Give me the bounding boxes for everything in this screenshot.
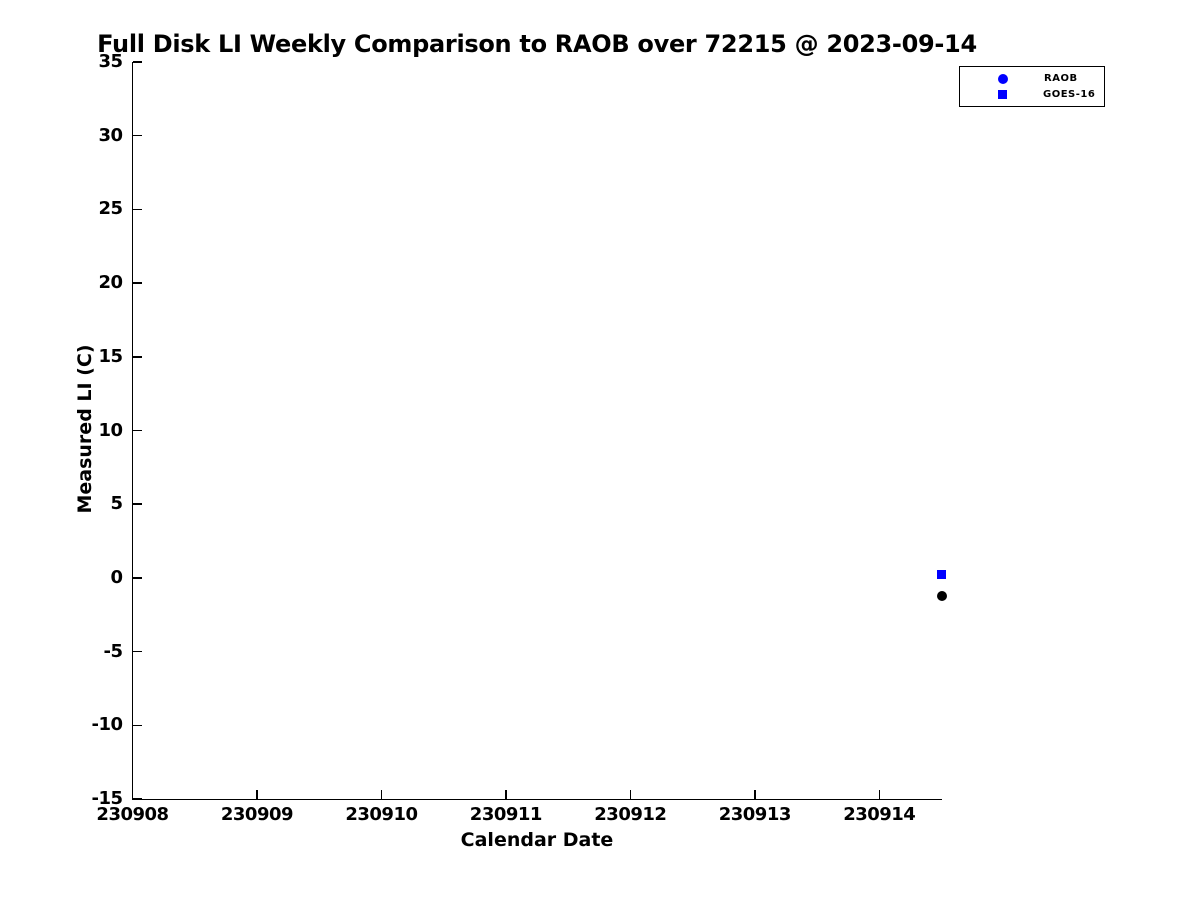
y-tick-mark (132, 61, 142, 63)
goes16-square-marker-icon (998, 90, 1007, 99)
y-tick-mark (132, 134, 142, 137)
y-tick-mark (132, 650, 142, 653)
legend-entry-goes16: GOES-16 (960, 87, 1104, 103)
x-tick-label: 230911 (469, 804, 543, 825)
legend-label-raob: RAOB (1044, 73, 1078, 84)
legend-entry-raob: RAOB (960, 71, 1104, 87)
x-tick-label: 230908 (96, 804, 169, 825)
x-tick-mark (505, 790, 507, 799)
y-tick-label: 5 (110, 493, 123, 515)
x-tick-mark (131, 790, 134, 799)
data-point-goes-16 (937, 569, 946, 579)
x-tick-mark (754, 790, 756, 799)
y-tick-label: -10 (91, 714, 123, 736)
y-tick-label: 15 (98, 345, 123, 367)
y-tick-mark (132, 208, 142, 211)
raob-circle-marker-icon (998, 73, 1008, 84)
y-tick-label: 0 (110, 566, 123, 588)
y-tick-mark (132, 282, 142, 284)
y-tick-mark (132, 724, 142, 727)
y-tick-label: -5 (103, 640, 124, 662)
y-tick-label: 25 (98, 198, 123, 220)
x-tick-label: 230912 (594, 804, 667, 825)
x-axis-label: Calendar Date (460, 829, 614, 851)
y-tick-mark (132, 577, 142, 579)
y-tick-label: 10 (98, 419, 123, 441)
x-tick-mark (380, 790, 383, 799)
y-tick-mark (132, 429, 142, 432)
x-tick-mark (629, 790, 632, 799)
x-tick-mark (256, 790, 258, 799)
y-tick-mark (132, 798, 142, 800)
legend: RAOB GOES-16 (959, 66, 1105, 107)
data-point-raob (936, 591, 947, 602)
y-tick-label: 20 (98, 272, 123, 294)
chart-title: Full Disk LI Weekly Comparison to RAOB o… (97, 30, 977, 58)
y-tick-mark (132, 503, 142, 505)
y-tick-label: 35 (98, 51, 123, 72)
plot-area: 230908 230909 230910 230911 230912 230913 2309… (91, 52, 947, 825)
x-tick-label: 230910 (345, 804, 418, 825)
x-tick-label: 230909 (220, 804, 294, 825)
x-tick-label: 230913 (718, 804, 792, 825)
x-tick-mark (878, 790, 881, 799)
legend-label-goes16: GOES-16 (1043, 89, 1096, 100)
y-tick-label: 30 (98, 124, 123, 146)
y-tick-label: -15 (91, 788, 123, 809)
y-tick-mark (132, 356, 142, 358)
x-tick-label: 230914 (843, 804, 916, 825)
